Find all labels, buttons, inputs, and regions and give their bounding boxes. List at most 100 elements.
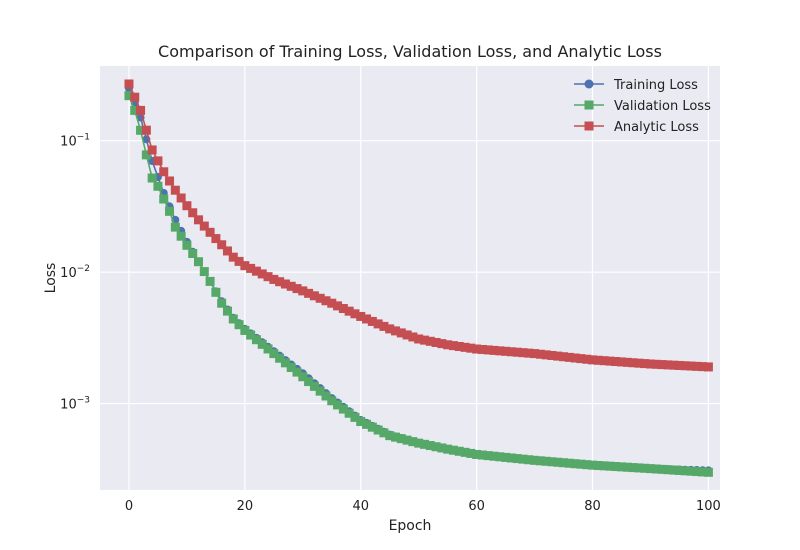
data-point <box>454 341 464 351</box>
data-point <box>176 193 186 203</box>
data-point <box>611 357 621 367</box>
data-point <box>431 442 441 452</box>
data-point <box>657 464 667 474</box>
data-point <box>512 454 522 464</box>
legend-label: Analytic Loss <box>614 120 699 135</box>
data-point <box>211 234 221 244</box>
legend-item: Validation Loss <box>574 99 711 114</box>
data-point <box>663 360 673 370</box>
data-point <box>170 222 180 232</box>
data-point <box>327 298 337 308</box>
data-point <box>645 464 655 474</box>
data-point <box>616 357 626 367</box>
data-point <box>628 358 638 368</box>
data-point <box>327 396 337 406</box>
data-point <box>124 79 134 89</box>
data-point <box>280 279 290 289</box>
data-point <box>269 349 279 359</box>
data-point <box>130 92 140 102</box>
legend-item: Training Loss <box>574 78 698 93</box>
data-point <box>251 266 261 276</box>
data-point <box>141 150 151 160</box>
data-point <box>443 444 453 454</box>
data-point <box>419 335 429 345</box>
data-point <box>437 339 447 349</box>
data-point <box>703 467 713 477</box>
data-point <box>246 263 256 273</box>
data-point <box>448 341 458 351</box>
data-point <box>582 460 592 470</box>
data-point <box>640 463 650 473</box>
data-point <box>501 452 511 462</box>
data-point <box>425 336 435 346</box>
data-point <box>669 465 679 475</box>
data-point <box>518 454 528 464</box>
data-point <box>379 321 389 331</box>
data-point <box>477 450 487 460</box>
data-point <box>124 91 134 101</box>
data-point <box>136 105 146 115</box>
data-point <box>257 269 267 279</box>
data-point <box>605 356 615 366</box>
data-point <box>280 358 290 368</box>
data-point <box>674 465 684 475</box>
legend-marker <box>584 79 594 89</box>
data-point <box>147 145 157 155</box>
data-point <box>240 261 250 271</box>
series-validation-loss <box>124 91 713 477</box>
data-point <box>472 344 482 354</box>
data-point <box>593 355 603 365</box>
data-point <box>309 381 319 391</box>
data-point <box>251 335 261 345</box>
legend-marker <box>584 121 594 131</box>
data-point <box>182 201 192 211</box>
data-point <box>611 462 621 472</box>
data-point <box>159 194 169 204</box>
data-point <box>576 354 586 364</box>
data-point <box>541 350 551 360</box>
data-point <box>686 361 696 371</box>
data-point <box>524 348 534 358</box>
data-point <box>373 319 383 329</box>
data-point <box>506 453 516 463</box>
data-point <box>362 419 372 429</box>
data-point <box>275 353 285 363</box>
data-point <box>170 185 180 195</box>
data-point <box>698 362 708 372</box>
data-point <box>298 372 308 382</box>
data-point <box>588 355 598 365</box>
data-point <box>547 457 557 467</box>
data-point <box>576 459 586 469</box>
data-point <box>130 105 140 115</box>
data-point <box>559 458 569 468</box>
data-point <box>437 443 447 453</box>
data-point <box>553 351 563 361</box>
data-point <box>628 463 638 473</box>
data-point <box>605 461 615 471</box>
data-point <box>530 349 540 359</box>
data-point <box>535 349 545 359</box>
data-point <box>692 467 702 477</box>
data-point <box>350 412 360 422</box>
data-point <box>431 337 441 347</box>
data-point <box>553 457 563 467</box>
data-point <box>182 240 192 250</box>
data-point <box>153 181 163 191</box>
data-point <box>350 309 360 319</box>
data-point <box>391 432 401 442</box>
data-point <box>599 356 609 366</box>
data-point <box>512 347 522 357</box>
data-point <box>269 274 279 284</box>
data-point <box>524 455 534 465</box>
y-tick-label: 10−1 <box>60 133 90 150</box>
data-point <box>541 456 551 466</box>
data-point <box>286 362 296 372</box>
data-point <box>194 215 204 225</box>
data-point <box>222 246 232 256</box>
data-point <box>582 354 592 364</box>
data-point <box>489 345 499 355</box>
data-point <box>564 352 574 362</box>
plot-area <box>100 66 720 490</box>
data-point <box>680 361 690 371</box>
data-point <box>669 360 679 370</box>
